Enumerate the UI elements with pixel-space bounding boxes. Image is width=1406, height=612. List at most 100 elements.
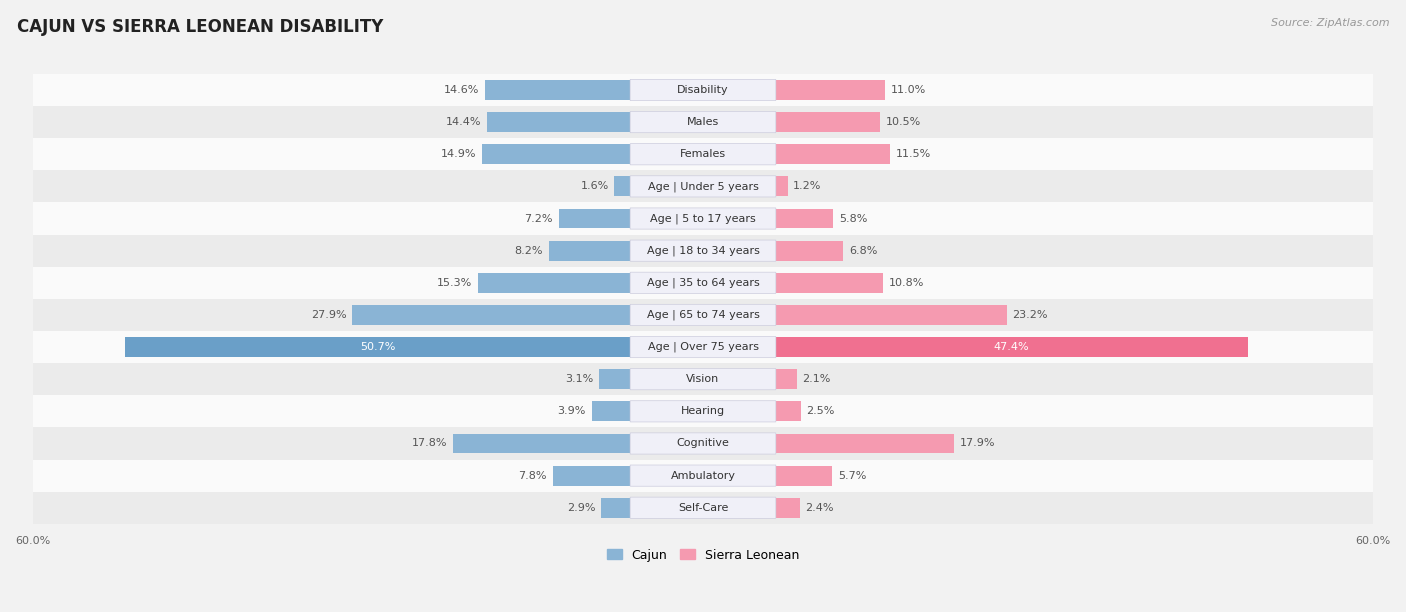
Bar — [548, 241, 630, 261]
Bar — [32, 170, 1374, 203]
Bar — [776, 112, 880, 132]
Bar — [32, 138, 1374, 170]
Bar — [486, 112, 630, 132]
FancyBboxPatch shape — [630, 497, 776, 518]
Text: 14.9%: 14.9% — [441, 149, 477, 159]
Text: CAJUN VS SIERRA LEONEAN DISABILITY: CAJUN VS SIERRA LEONEAN DISABILITY — [17, 18, 384, 36]
Bar — [592, 401, 630, 421]
Text: 8.2%: 8.2% — [515, 245, 543, 256]
FancyBboxPatch shape — [630, 465, 776, 486]
Text: 50.7%: 50.7% — [360, 342, 395, 352]
Bar — [32, 427, 1374, 460]
Text: 2.5%: 2.5% — [806, 406, 835, 416]
Bar — [776, 144, 890, 164]
Bar — [614, 176, 630, 196]
Bar — [32, 267, 1374, 299]
Text: Source: ZipAtlas.com: Source: ZipAtlas.com — [1271, 18, 1389, 28]
FancyBboxPatch shape — [630, 208, 776, 229]
Text: 11.5%: 11.5% — [896, 149, 931, 159]
Bar — [32, 460, 1374, 491]
Bar — [776, 401, 800, 421]
Bar — [32, 331, 1374, 363]
Text: 15.3%: 15.3% — [437, 278, 472, 288]
Text: 17.9%: 17.9% — [959, 438, 995, 449]
FancyBboxPatch shape — [630, 144, 776, 165]
Text: 7.8%: 7.8% — [519, 471, 547, 480]
FancyBboxPatch shape — [630, 111, 776, 133]
Text: 7.2%: 7.2% — [524, 214, 553, 223]
Text: Age | 35 to 64 years: Age | 35 to 64 years — [647, 277, 759, 288]
FancyBboxPatch shape — [630, 176, 776, 197]
FancyBboxPatch shape — [630, 272, 776, 293]
FancyBboxPatch shape — [630, 401, 776, 422]
Text: 1.2%: 1.2% — [793, 181, 821, 192]
Text: 5.8%: 5.8% — [839, 214, 868, 223]
Text: Age | 5 to 17 years: Age | 5 to 17 years — [650, 213, 756, 224]
Text: Age | 65 to 74 years: Age | 65 to 74 years — [647, 310, 759, 320]
Text: 6.8%: 6.8% — [849, 245, 877, 256]
Legend: Cajun, Sierra Leonean: Cajun, Sierra Leonean — [602, 543, 804, 567]
Text: Disability: Disability — [678, 85, 728, 95]
Text: 17.8%: 17.8% — [412, 438, 447, 449]
Bar — [776, 209, 834, 228]
FancyBboxPatch shape — [630, 433, 776, 454]
Bar — [32, 106, 1374, 138]
Bar — [776, 498, 800, 518]
Bar — [32, 395, 1374, 427]
FancyBboxPatch shape — [630, 80, 776, 100]
Bar — [32, 74, 1374, 106]
Bar — [776, 273, 883, 293]
Bar — [776, 337, 1249, 357]
Text: Hearing: Hearing — [681, 406, 725, 416]
Bar — [776, 176, 787, 196]
Bar — [482, 144, 630, 164]
Text: 3.9%: 3.9% — [558, 406, 586, 416]
Bar — [478, 273, 630, 293]
Text: 5.7%: 5.7% — [838, 471, 866, 480]
Text: Age | 18 to 34 years: Age | 18 to 34 years — [647, 245, 759, 256]
Text: Age | Under 5 years: Age | Under 5 years — [648, 181, 758, 192]
Text: Cognitive: Cognitive — [676, 438, 730, 449]
FancyBboxPatch shape — [630, 304, 776, 326]
Bar — [353, 305, 630, 325]
Bar — [32, 491, 1374, 524]
FancyBboxPatch shape — [630, 337, 776, 357]
Text: 14.6%: 14.6% — [444, 85, 479, 95]
Bar — [485, 80, 630, 100]
Text: 1.6%: 1.6% — [581, 181, 609, 192]
Text: Age | Over 75 years: Age | Over 75 years — [648, 342, 758, 353]
Text: 10.5%: 10.5% — [886, 117, 921, 127]
Text: Females: Females — [681, 149, 725, 159]
Text: 23.2%: 23.2% — [1012, 310, 1047, 320]
Text: Vision: Vision — [686, 374, 720, 384]
Text: 2.9%: 2.9% — [568, 502, 596, 513]
Text: Males: Males — [688, 117, 718, 127]
Text: 14.4%: 14.4% — [446, 117, 481, 127]
Text: 2.1%: 2.1% — [803, 374, 831, 384]
Text: 3.1%: 3.1% — [565, 374, 593, 384]
FancyBboxPatch shape — [630, 368, 776, 390]
Text: Self-Care: Self-Care — [678, 502, 728, 513]
Bar — [776, 466, 832, 485]
Bar — [599, 369, 630, 389]
Bar — [32, 299, 1374, 331]
Bar — [602, 498, 630, 518]
Bar — [776, 241, 844, 261]
Bar — [32, 203, 1374, 234]
Text: 47.4%: 47.4% — [994, 342, 1029, 352]
Bar — [125, 337, 630, 357]
Bar — [32, 234, 1374, 267]
Text: 11.0%: 11.0% — [891, 85, 927, 95]
Bar — [558, 209, 630, 228]
Bar — [776, 369, 797, 389]
Bar — [776, 433, 953, 453]
Bar — [776, 305, 1007, 325]
FancyBboxPatch shape — [630, 240, 776, 261]
Bar — [553, 466, 630, 485]
Bar — [453, 433, 630, 453]
Text: 2.4%: 2.4% — [806, 502, 834, 513]
Text: 10.8%: 10.8% — [889, 278, 924, 288]
Bar — [32, 363, 1374, 395]
Text: Ambulatory: Ambulatory — [671, 471, 735, 480]
Bar — [776, 80, 886, 100]
